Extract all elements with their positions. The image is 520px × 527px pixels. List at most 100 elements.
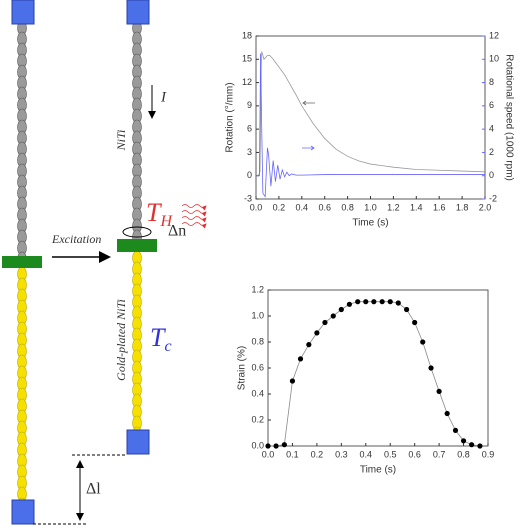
data-point (322, 319, 328, 326)
data-point (355, 299, 361, 305)
y-tick-label: 1.2 (251, 284, 264, 294)
y2-tick-label: 4 (489, 124, 494, 134)
pointer (302, 100, 315, 106)
y-tick-label: 18 (242, 30, 252, 40)
x-tick-label: 0.0 (262, 449, 275, 459)
y-tick-label: 3 (247, 147, 252, 157)
rotation-label: Δn (168, 223, 186, 240)
x-tick-label: 0.4 (360, 449, 373, 459)
data-point (346, 301, 352, 307)
hot-base: T (146, 198, 162, 227)
plot-frame (267, 289, 489, 447)
x-tick-label: 1.6 (433, 202, 446, 212)
y2-tick-label: -2 (489, 193, 497, 203)
data-point (297, 356, 304, 362)
hot-sub: H (159, 213, 173, 230)
data-point (436, 388, 442, 394)
series-line (268, 301, 480, 447)
data-point (281, 442, 287, 448)
excitation-band (2, 256, 42, 268)
data-point (477, 443, 483, 449)
x-tick-label: 0.6 (408, 449, 421, 459)
data-point (371, 299, 377, 305)
data-point (314, 330, 320, 336)
data-point (379, 299, 385, 305)
data-point (330, 313, 336, 319)
x-tick-label: 0.8 (457, 449, 470, 459)
y-tick-label: 15 (242, 54, 252, 64)
x-tick-label: 0.4 (296, 202, 309, 212)
elongation-label: Δl (86, 481, 101, 498)
data-point (395, 300, 401, 306)
x-tick-label: 1.4 (410, 202, 423, 212)
x-tick-label: 0.3 (335, 449, 348, 459)
y2-axis-title: Rotational speed (1000 rpm) (503, 54, 514, 181)
y-tick-label: 0.6 (251, 362, 264, 372)
data-point (289, 378, 296, 384)
current-label: I (160, 89, 167, 105)
clamp (126, 0, 150, 25)
coated-label: Gold-plated NiTi (114, 299, 128, 381)
pointer (302, 145, 315, 151)
data-point (460, 438, 467, 444)
twist-arrow (122, 226, 152, 238)
x-tick-label: 0.1 (286, 449, 299, 459)
x-tick-label: 0.2 (311, 449, 324, 459)
excitation-label: Excitation (51, 232, 101, 246)
y-tick-label: 12 (242, 77, 252, 87)
y-tick-label: 1.0 (251, 310, 264, 320)
y-tick-label: 0.0 (251, 440, 264, 450)
heat-waves (181, 204, 207, 229)
data-point (420, 339, 426, 345)
clamp (11, 499, 35, 525)
y2-tick-label: 2 (489, 147, 494, 157)
y-tick-label: 0.8 (251, 336, 264, 346)
data-point (444, 410, 450, 417)
x-tick-label: 0.8 (341, 202, 354, 212)
excitation-band (117, 239, 157, 252)
clamp (11, 0, 35, 25)
series-line (256, 51, 486, 177)
cold-sub: c (164, 338, 171, 355)
x-tick-label: 0.7 (433, 449, 446, 459)
y2-tick-label: 6 (489, 100, 494, 110)
x-tick-label: 0.6 (318, 202, 331, 212)
y2-tick-label: 12 (489, 30, 499, 40)
x-tick-label: 1.8 (456, 202, 469, 212)
x-tick-label: 1.0 (364, 202, 377, 212)
data-point (469, 442, 475, 448)
y-tick-label: 0.2 (251, 414, 264, 424)
x-tick-label: 1.2 (387, 202, 400, 212)
x-tick-label: 0.2 (273, 202, 286, 212)
x-tick-label: 2.0 (479, 202, 492, 212)
data-point (265, 443, 271, 449)
data-point (452, 427, 459, 433)
data-point (306, 342, 312, 348)
data-point (428, 365, 434, 371)
x-axis-title: Time (s) (360, 465, 396, 476)
material-label: NiTi (114, 130, 128, 152)
y-axis-title: Rotation (°/mm) (225, 82, 236, 152)
y-tick-label: 6 (247, 124, 252, 134)
x-tick-label: 0.5 (384, 449, 397, 459)
series-line (256, 53, 485, 198)
data-point (273, 443, 279, 449)
data-point (412, 319, 418, 326)
x-tick-label: 0.0 (250, 202, 263, 212)
data-point (363, 299, 369, 305)
hot-label: TH (146, 198, 173, 230)
x-axis-title: Time (s) (352, 218, 388, 229)
cold-base: T (150, 323, 166, 352)
data-point (387, 299, 393, 305)
ropes (2, 0, 157, 525)
y-tick-label: 9 (247, 100, 252, 110)
y2-tick-label: 8 (489, 77, 494, 87)
x-tick-label: 0.9 (482, 449, 495, 459)
data-point (404, 306, 410, 313)
clamp (126, 429, 150, 455)
y-tick-label: 0.4 (251, 388, 264, 398)
y2-tick-label: 10 (489, 54, 499, 64)
data-point (338, 306, 344, 313)
y-tick-label: -3 (244, 193, 252, 203)
